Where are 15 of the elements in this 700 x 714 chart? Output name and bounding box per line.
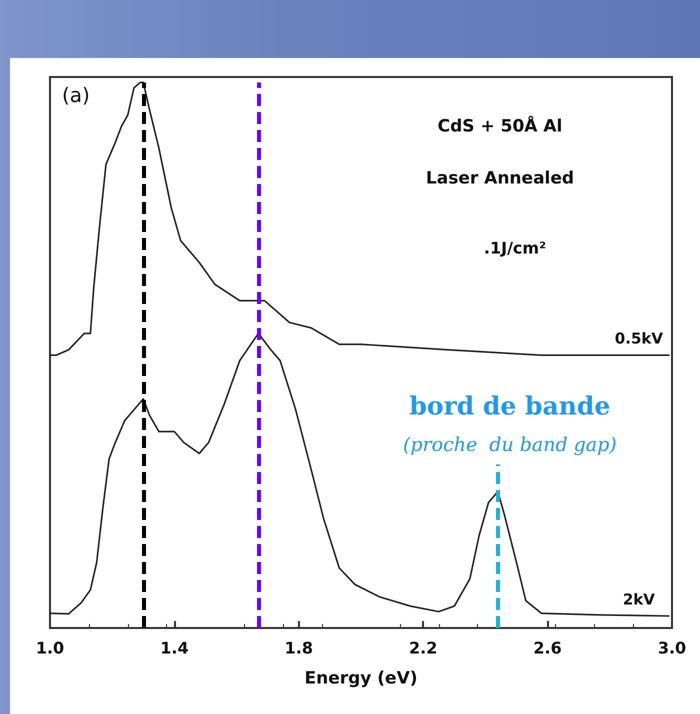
annotation: Laser Annealed	[426, 168, 574, 188]
x-tick-label: 2.2	[409, 638, 438, 658]
x-axis-title: Energy (eV)	[304, 668, 418, 688]
annotation: (proche du band gap)	[402, 434, 617, 456]
x-tick-label: 2.6	[533, 638, 562, 658]
x-tick-label: 3.0	[658, 638, 686, 658]
x-tick-label: 1.8	[284, 638, 313, 658]
annotation: CdS + 50Å Al	[438, 116, 562, 136]
series-label: 2kV	[622, 590, 656, 608]
x-tick-label: 1.0	[36, 638, 64, 658]
annotation: bord de bande	[409, 391, 610, 420]
series-label: 0.5kV	[614, 330, 664, 348]
annotation: (a)	[62, 83, 90, 107]
x-tick-label: 1.4	[160, 638, 189, 658]
annotation: .1J/cm²	[484, 238, 546, 258]
